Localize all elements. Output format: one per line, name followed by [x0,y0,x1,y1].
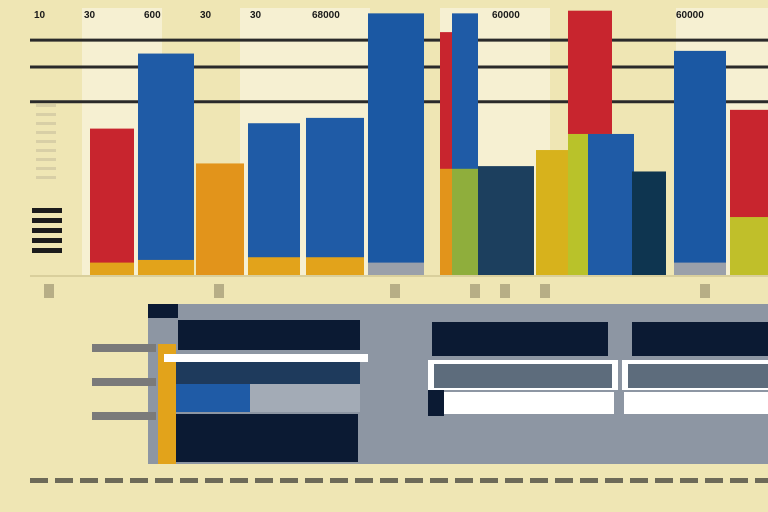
legend-swatch [32,218,62,223]
legend-swatch [32,228,62,233]
ruler-mark [36,149,56,152]
footer-mark [80,478,98,483]
footer-mark [230,478,248,483]
ruler-mark [36,122,56,125]
left-panel-row [250,384,360,412]
right-panel-row-fill [628,364,768,388]
footer-mark [505,478,523,483]
axis-tick-glyph [540,284,550,298]
bar-base-segment [674,262,726,276]
bar-base-segment [440,168,454,276]
top-tick-label: 60000 [492,10,520,21]
bar [196,163,244,276]
right-panel-marker [428,390,444,416]
row-connector [92,344,156,352]
footer-mark [180,478,198,483]
axis-tick-glyph [390,284,400,298]
bar-base-segment [368,262,424,276]
row-connector [92,412,156,420]
footer-mark [605,478,623,483]
top-tick-label: 30 [84,10,96,21]
bar-base-segment [138,259,194,276]
footer-mark [730,478,748,483]
left-panel-row [176,362,360,384]
ruler-mark [36,113,56,116]
bar [306,117,364,276]
footer-mark [355,478,373,483]
footer-mark [580,478,598,483]
row-connector [92,378,156,386]
top-tick-label: 600 [144,10,161,21]
left-panel-divider [164,354,368,362]
right-panel-row [444,392,614,414]
legend-swatch [32,208,62,213]
axis-tick-glyph [700,284,710,298]
footer-mark [380,478,398,483]
ruler-mark [36,140,56,143]
bar-base-segment [730,217,768,276]
top-tick-label: 30 [200,10,212,21]
left-panel-header [178,320,360,350]
footer-mark [130,478,148,483]
bar [632,171,666,276]
footer-mark [530,478,548,483]
ruler-mark [36,167,56,170]
footer-mark [305,478,323,483]
right-panel-header [432,322,608,356]
axis-tick-glyph [214,284,224,298]
footer-mark [455,478,473,483]
bar-base-segment [452,168,478,276]
left-panel-footer [176,414,358,462]
bar [478,166,534,276]
bar [248,123,300,277]
ruler-mark [36,104,56,107]
bar [674,50,726,276]
panel-tab [148,304,178,318]
footer-mark [330,478,348,483]
bar [138,53,194,277]
bar-base-segment [306,257,364,276]
footer-mark [205,478,223,483]
footer-mark [30,478,48,483]
footer-mark [630,478,648,483]
footer-mark [430,478,448,483]
legend-swatch [32,238,62,243]
top-tick-label: 60000 [676,10,704,21]
right-panel-row [624,392,768,414]
axis-tick-glyph [470,284,480,298]
bar [368,13,424,277]
ruler-mark [36,131,56,134]
right-panel-header [632,322,768,356]
top-tick-label: 30 [250,10,262,21]
left-panel-accent [158,344,176,464]
legend-swatch [32,248,62,253]
footer-mark [255,478,273,483]
right-panel-row-fill [434,364,612,388]
top-tick-label: 10 [34,10,46,21]
top-tick-label: 68000 [312,10,340,21]
ruler-mark [36,158,56,161]
ruler-mark [36,176,56,179]
bar-base-segment [248,257,300,276]
bar-base-segment [90,262,134,276]
footer-mark [405,478,423,483]
bar [90,128,134,276]
axis-tick-glyph [44,284,54,298]
footer-mark [280,478,298,483]
footer-mark [155,478,173,483]
footer-mark [55,478,73,483]
footer-mark [105,478,123,483]
footer-mark [480,478,498,483]
footer-mark [755,478,768,483]
footer-mark [705,478,723,483]
axis-tick-glyph [500,284,510,298]
footer-mark [655,478,673,483]
footer-mark [680,478,698,483]
left-panel-value-bar [176,384,250,412]
bar [588,133,634,276]
footer-mark [555,478,573,483]
